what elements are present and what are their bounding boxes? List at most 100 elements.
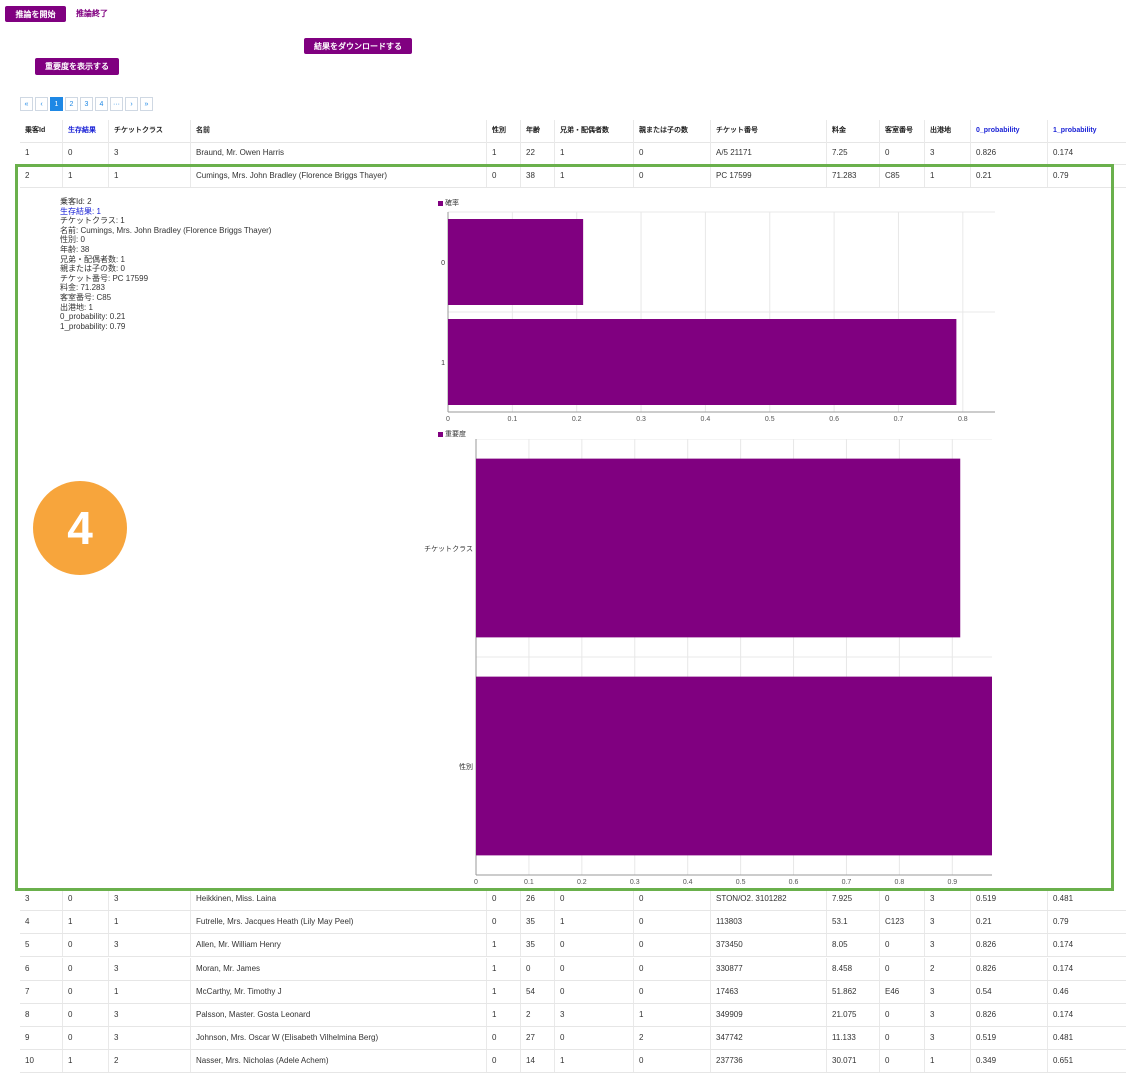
x-tick-label: 0.3 (636, 416, 646, 423)
column-header[interactable]: 名前 (190, 120, 486, 142)
x-tick-label: 0.8 (895, 879, 905, 886)
x-tick-label: 0 (474, 879, 478, 886)
table-cell: 0 (554, 1027, 633, 1050)
legend-swatch (438, 431, 443, 437)
column-header[interactable]: 生存結果 (62, 120, 108, 142)
bar[interactable] (448, 219, 584, 305)
table-cell: 0.826 (970, 142, 1047, 164)
table-cell: 1 (62, 165, 108, 187)
column-header[interactable]: 客室番号 (879, 120, 924, 142)
table-cell: 0 (879, 1050, 924, 1073)
x-tick-label: 0.5 (736, 879, 746, 886)
column-header[interactable]: チケット番号 (710, 120, 826, 142)
column-header[interactable]: 性別 (486, 120, 520, 142)
x-tick-label: 0.2 (572, 416, 582, 423)
x-tick-label: 0.4 (683, 879, 693, 886)
bar[interactable] (448, 319, 957, 405)
column-header[interactable]: 兄弟・配偶者数 (554, 120, 633, 142)
table-row[interactable]: 1 0 3 Braund, Mr. Owen Harris 1 22 1 0 A/5 21171… (20, 142, 1126, 165)
detail-line: 料金: 71.283 (60, 283, 105, 293)
page-4-button[interactable]: 4 (95, 97, 108, 111)
importance-legend-label: 重要度 (445, 431, 466, 438)
column-header[interactable]: チケットクラス (108, 120, 190, 142)
x-tick-label: 0.2 (577, 879, 587, 886)
table-cell: 1 (486, 957, 520, 980)
column-header[interactable]: 親または子の数 (633, 120, 710, 142)
importance-chart-legend: 重要度 (438, 429, 466, 439)
y-tick-label: 性別 (459, 762, 473, 771)
detail-line: 出港地: 1 (60, 302, 93, 312)
page-next-button[interactable]: › (125, 97, 138, 111)
column-header[interactable]: 乗客Id (25, 127, 46, 134)
table-cell: 0.519 (970, 1027, 1047, 1050)
x-tick-label: 0.7 (894, 416, 904, 423)
bar[interactable] (476, 458, 961, 638)
table-cell: 1 (62, 1050, 108, 1073)
table-cell: 113803 (710, 911, 826, 934)
column-header[interactable]: 出港地 (924, 120, 970, 142)
detail-line: 性別: 0 (60, 235, 85, 245)
table-row[interactable]: 3 0 3 Heikkinen, Miss. Laina 0 26 0 0 STON/O2. 3… (20, 888, 1126, 911)
x-tick-label: 0.1 (524, 879, 534, 886)
table-cell: 0 (633, 934, 710, 957)
table-cell: 51.862 (826, 980, 879, 1003)
table-cell: 3 (924, 934, 970, 957)
page-2-button[interactable]: 2 (65, 97, 78, 111)
table-cell: STON/O2. 3101282 (710, 888, 826, 910)
table-cell: 1 (486, 934, 520, 957)
table-cell: 22 (520, 142, 554, 164)
table-cell: 0 (554, 934, 633, 957)
table-cell: 3 (924, 142, 970, 164)
x-tick-label: 0.6 (789, 879, 799, 886)
column-header[interactable]: 年齢 (520, 120, 554, 142)
page-first-button[interactable]: « (20, 97, 33, 111)
table-cell: 35 (520, 911, 554, 934)
x-tick-label: 0.8 (958, 416, 968, 423)
end-inference-button[interactable]: 推論終了 (76, 9, 108, 18)
y-tick-label: 0 (441, 260, 445, 267)
column-header[interactable]: 1_probability (1047, 120, 1126, 142)
table-cell: Nasser, Mrs. Nicholas (Adele Achem) (190, 1050, 486, 1073)
page-last-button[interactable]: » (140, 97, 153, 111)
column-header[interactable]: 料金 (826, 120, 879, 142)
table-row[interactable]: 10 1 2 Nasser, Mrs. Nicholas (Adele Achem) 0… (20, 1050, 1126, 1074)
start-inference-button[interactable]: 推論を開始 (5, 6, 66, 22)
y-tick-label: 1 (441, 360, 445, 367)
table-cell: 53.1 (826, 911, 879, 934)
legend-swatch (438, 200, 443, 206)
detail-line: 乗客Id: 2 (60, 197, 92, 206)
table-cell: 349909 (710, 1004, 826, 1026)
table-cell: 330877 (710, 957, 826, 980)
table-row[interactable]: 9 0 3 Johnson, Mrs. Oscar W (Elisabeth Vilh… (20, 1027, 1126, 1051)
table-cell: 3 (924, 1027, 970, 1050)
table-cell: Palsson, Master. Gosta Leonard (190, 1004, 486, 1026)
table-row[interactable]: 5 0 3 Allen, Mr. William Henry 1 35 0 0 373450 8.… (20, 934, 1126, 958)
table-cell: 30.071 (826, 1050, 879, 1073)
detail-line: 年齢: 38 (60, 244, 90, 254)
download-results-button[interactable]: 結果をダウンロードする (304, 38, 412, 54)
table-row[interactable]: 7 0 1 McCarthy, Mr. Timothy J 1 54 0 0 17463 51.8… (20, 980, 1126, 1004)
table-cell: 2 (633, 1027, 710, 1050)
page-3-button[interactable]: 3 (80, 97, 93, 111)
column-header[interactable]: 0_probability (970, 120, 1047, 142)
table-cell: 3 (924, 888, 970, 910)
bar[interactable] (476, 676, 992, 856)
table-row[interactable]: 8 0 3 Palsson, Master. Gosta Leonard 1 2 3 1 349… (20, 1004, 1126, 1027)
page-prev-button[interactable]: ‹ (35, 97, 48, 111)
table-row[interactable]: 4 1 1 Futrelle, Mrs. Jacques Heath (Lily Ma… (20, 911, 1126, 935)
table-row[interactable]: 2 1 1 Cumings, Mrs. John Bradley (Florence … (20, 165, 1126, 188)
table-cell: 0 (62, 957, 108, 980)
table-cell: 0.481 (1047, 888, 1126, 910)
table-cell: 7.925 (826, 888, 879, 910)
table-cell: 35 (520, 934, 554, 957)
show-importance-button[interactable]: 重要度を表示する (35, 58, 119, 75)
table-cell: 3 (108, 934, 190, 957)
table-cell: 26 (520, 888, 554, 910)
table-cell: 8.05 (826, 934, 879, 957)
table-cell: Braund, Mr. Owen Harris (190, 142, 486, 164)
detail-line: 親または子の数: 0 (60, 264, 125, 274)
table-row[interactable]: 6 0 3 Moran, Mr. James 1 0 0 0 330877 8.458 0 2 0.82… (20, 957, 1126, 981)
page-1-button[interactable]: 1 (50, 97, 63, 111)
table-cell: PC 17599 (710, 165, 826, 187)
